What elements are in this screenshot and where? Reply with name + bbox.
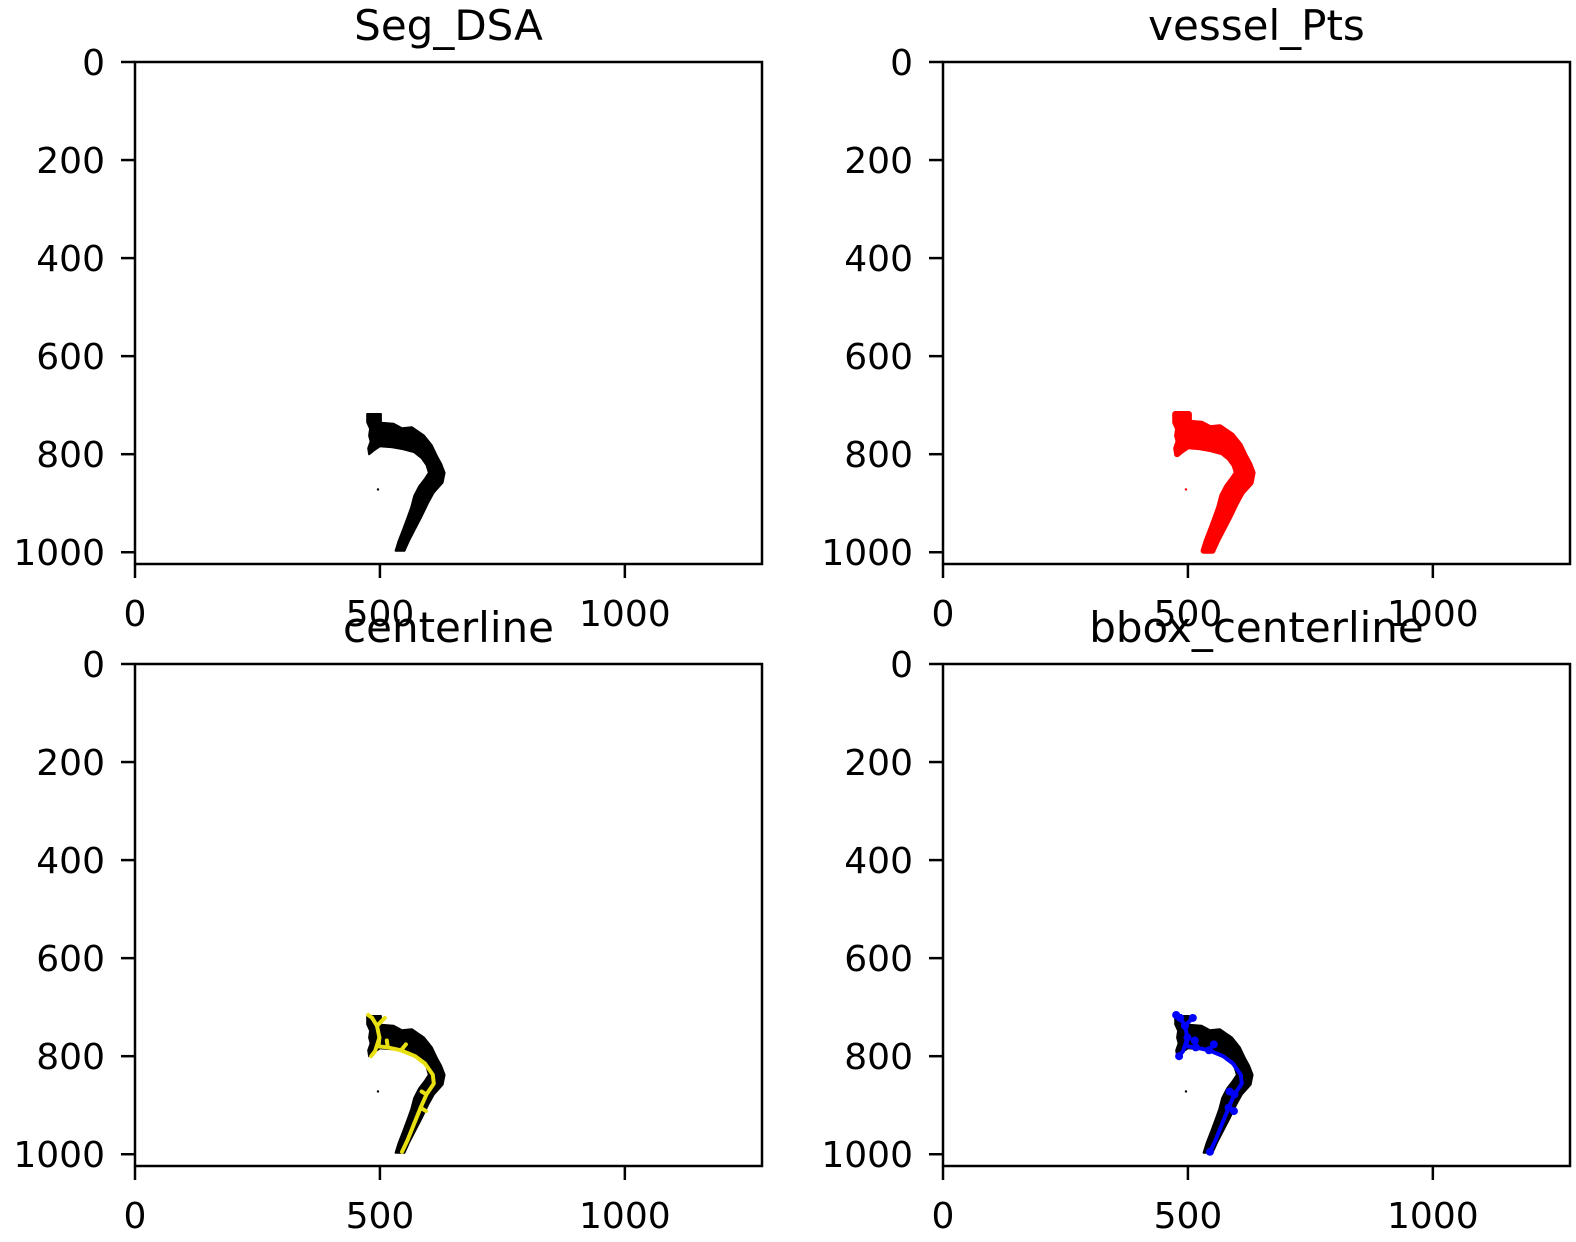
plot-area (1172, 1011, 1254, 1156)
axes-frame (941, 662, 1572, 1168)
plot-area (1172, 411, 1256, 554)
panel-title: bbox_centerline (1089, 603, 1424, 652)
centerline-endpoint (1172, 1011, 1181, 1020)
x-tick-label: 1000 (1387, 1196, 1479, 1237)
x-tick-label: 1000 (579, 594, 671, 635)
y-tick-label: 200 (36, 141, 105, 182)
x-tick-label: 0 (124, 1196, 147, 1237)
centerline-segment (384, 1038, 390, 1050)
centerline-segment (418, 1105, 428, 1114)
centerline-segment (399, 1042, 408, 1053)
plot-area (366, 1013, 446, 1154)
vessel-mask (366, 413, 446, 552)
y-tick-label: 200 (844, 141, 913, 182)
y-tick-label: 0 (890, 645, 913, 686)
x-tick-label: 500 (1154, 594, 1223, 635)
stray-pixel (376, 488, 380, 491)
axes-frame (133, 60, 764, 566)
x-tick-label: 0 (124, 594, 147, 635)
centerline-endpoint (1209, 1040, 1218, 1049)
y-tick-label: 1000 (13, 533, 105, 574)
y-tick-label: 1000 (821, 1135, 913, 1176)
centerline-segment (375, 1015, 387, 1028)
y-tick-label: 1000 (13, 1135, 105, 1176)
centerline-endpoint (1180, 1021, 1189, 1030)
y-tick-label: 400 (844, 239, 913, 280)
y-tick-label: 200 (36, 743, 105, 784)
vessel-mask (1172, 411, 1256, 554)
panel-1: 0 200 400 600 800 1000 0 500 1000 Seg_DSA (13, 1, 764, 635)
axes-frame (133, 662, 764, 1168)
y-tick-label: 400 (36, 239, 105, 280)
y-tick-label: 400 (36, 841, 105, 882)
y-tick-label: 800 (844, 1037, 913, 1078)
centerline-endpoint (1229, 1107, 1238, 1116)
panel-title: Seg_DSA (354, 1, 543, 50)
panel-2: 0 200 400 600 800 1000 0 500 1000 vessel_Pts (821, 1, 1572, 635)
centerline-endpoint (1191, 1043, 1200, 1052)
plot-area (366, 413, 446, 552)
y-tick-label: 600 (844, 337, 913, 378)
x-tick-label: 500 (346, 594, 415, 635)
y-tick-label: 600 (36, 337, 105, 378)
centerline-segment (366, 1013, 375, 1020)
y-tick-label: 800 (844, 435, 913, 476)
stray-pixel (1184, 488, 1188, 491)
y-tick-label: 200 (844, 743, 913, 784)
centerline-endpoint (1175, 1052, 1184, 1061)
panel-4: 0 200 400 600 800 1000 0 500 1000 bbox_centerline (821, 603, 1572, 1237)
x-tick-label: 500 (1154, 1196, 1223, 1237)
y-tick-label: 800 (36, 1037, 105, 1078)
panel-3: 0 200 400 600 800 1000 0 500 1000 centerline (13, 603, 764, 1237)
x-tick-label: 1000 (579, 1196, 671, 1237)
y-tick-label: 600 (36, 939, 105, 980)
y-tick-label: 0 (82, 43, 105, 84)
stray-pixel (376, 1090, 380, 1093)
x-tick-label: 500 (346, 1196, 415, 1237)
centerline-endpoint (1188, 1013, 1197, 1022)
y-tick-label: 400 (844, 841, 913, 882)
y-tick-label: 600 (844, 939, 913, 980)
centerline-segment (369, 1035, 382, 1059)
centerline-segment (419, 1089, 429, 1097)
centerline-endpoint (1204, 1046, 1213, 1055)
centerline-endpoint (1205, 1147, 1214, 1156)
panel-title: vessel_Pts (1148, 1, 1365, 50)
panel-title: centerline (343, 603, 554, 652)
y-tick-label: 0 (890, 43, 913, 84)
x-tick-label: 1000 (1387, 594, 1479, 635)
axes-frame (941, 60, 1572, 566)
x-tick-label: 0 (932, 1196, 955, 1237)
stray-pixel (1184, 1090, 1188, 1093)
y-tick-label: 0 (82, 645, 105, 686)
centerline-endpoint (1190, 1036, 1199, 1045)
centerline-endpoint (1183, 1033, 1192, 1042)
centerline-endpoint (1225, 1087, 1234, 1096)
y-tick-label: 800 (36, 435, 105, 476)
y-tick-label: 1000 (821, 533, 913, 574)
x-tick-label: 0 (932, 594, 955, 635)
